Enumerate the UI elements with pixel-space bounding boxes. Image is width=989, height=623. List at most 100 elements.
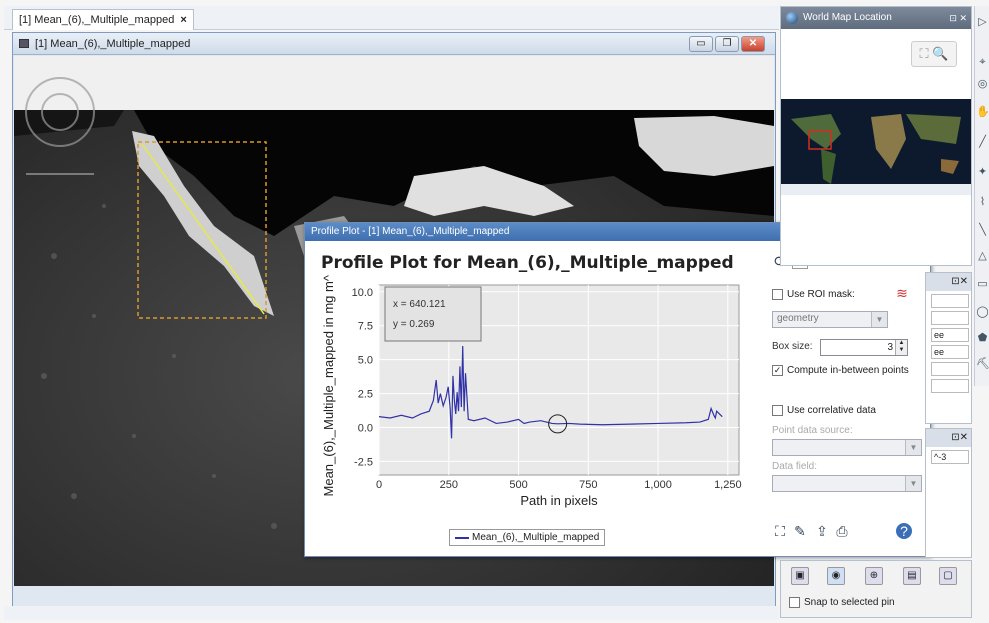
tooltip-x-value: x = 640.121 — [393, 299, 446, 310]
y-tick-label: 0.0 — [358, 423, 373, 435]
current-view-marker — [808, 130, 832, 150]
plot-controls-panel: ⟳ ▦ » Use ROI mask: ≋ geometry ▼ Box siz… — [770, 253, 930, 555]
series-line[interactable] — [378, 346, 723, 439]
x-tick-label: 250 — [440, 479, 458, 491]
panel-field[interactable] — [931, 379, 969, 393]
export-icon[interactable]: ⇪ — [816, 523, 828, 539]
editor-tab-strip: [1] Mean_(6),_Multiple_mapped × — [4, 6, 779, 30]
snap-to-selected-pin-checkbox[interactable]: Snap to selected pin — [789, 597, 895, 608]
profile-plot-window: Profile Plot - [1] Mean_(6),_Multiple_ma… — [304, 222, 931, 557]
y-tick-label: 7.5 — [358, 321, 373, 333]
profile-chart[interactable]: 0 250 500 750 1,000 1,250 10.0 7.5 5.0 2.5 0.0 -2.5… — [305, 264, 765, 555]
x-tick-label: 1,250 — [714, 479, 742, 491]
line-tool-icon[interactable]: ╱ — [979, 136, 986, 148]
zoom-all-icon[interactable]: ⛶ — [775, 523, 785, 539]
pin-place-icon[interactable]: ◉ — [827, 567, 845, 585]
right-panel-upper-controls[interactable]: ⊡✕ — [926, 273, 971, 291]
right-panel-lower: ⊡✕ ^-3 — [925, 428, 972, 558]
editor-tab[interactable]: [1] Mean_(6),_Multiple_mapped × — [12, 9, 194, 30]
editor-tab-label: [1] Mean_(6),_Multiple_mapped — [19, 14, 175, 26]
magic-wand-tool-icon[interactable]: ⛏ — [976, 358, 989, 370]
panel-field[interactable]: ^-3 — [931, 450, 969, 464]
panel-field[interactable] — [931, 362, 969, 376]
world-map-titlebar: World Map Location ⊡ ✕ — [781, 7, 971, 29]
right-panel-upper: ⊡✕ ee ee — [925, 272, 972, 424]
range-tool-icon[interactable]: ◎ — [977, 78, 988, 90]
x-tick-label: 1,000 — [644, 479, 672, 491]
minimize-button[interactable]: ▭ — [689, 36, 713, 52]
tool-strip: ▷ ⌖ ◎ ✋ ╱ ✦ ⌇ ╲ △ ▭ ◯ ⬟ ⛏ — [974, 6, 989, 386]
pin-export-icon[interactable]: ▤ — [903, 567, 921, 585]
x-axis-label: Path in pixels — [520, 493, 598, 508]
panel-field[interactable] — [931, 294, 969, 308]
pin-tool-icon[interactable]: ⌖ — [979, 56, 986, 68]
world-map-window-controls[interactable]: ⊡ ✕ — [949, 13, 967, 23]
box-size-spinner[interactable]: 3 ▲ ▼ — [820, 339, 908, 356]
help-icon[interactable]: ? — [896, 523, 912, 539]
panel-field[interactable]: ee — [931, 328, 969, 342]
measure-tool-icon[interactable]: ⌇ — [979, 196, 986, 208]
box-size-label: Box size: — [772, 341, 813, 352]
panel-field[interactable]: ee — [931, 345, 969, 359]
x-tick-label: 500 — [509, 479, 527, 491]
point-data-source-label: Point data source: — [772, 425, 853, 436]
right-panel-lower-controls[interactable]: ⊡✕ — [926, 429, 971, 447]
value-tooltip — [384, 286, 482, 342]
spinner-arrows-icon[interactable]: ▲ ▼ — [895, 340, 907, 355]
polygon-tool-icon[interactable]: △ — [978, 250, 987, 262]
select-tool-icon[interactable]: ▷ — [978, 16, 987, 28]
use-correlative-data-checkbox[interactable]: Use correlative data — [772, 405, 876, 416]
cursor-marker — [548, 414, 568, 434]
rectangle-tool-icon[interactable]: ▭ — [977, 278, 988, 290]
pin-target-icon[interactable]: ⊕ — [865, 567, 883, 585]
navigation-compass-icon[interactable] — [25, 77, 95, 175]
compute-in-between-checkbox[interactable]: ✓ Compute in-between points — [772, 365, 909, 376]
status-bar — [4, 606, 779, 620]
y-tick-label: 2.5 — [358, 389, 373, 401]
pin-manager-bar: ▣ ◉ ⊕ ▤ ▢ Snap to selected pin — [780, 560, 972, 618]
chevron-down-icon: ▼ — [871, 312, 887, 327]
profile-plot-titlebar-text: Profile Plot - [1] Mean_(6),_Multiple_ma… — [311, 226, 510, 237]
roi-mask-icon[interactable]: ≋ — [896, 285, 908, 301]
polyline-tool-icon[interactable]: ✦ — [977, 166, 988, 178]
panel-field[interactable] — [931, 311, 969, 325]
data-field-dropdown[interactable]: ▼ — [772, 475, 922, 492]
use-roi-mask-checkbox[interactable]: Use ROI mask: — [772, 289, 855, 300]
close-button[interactable]: ✕ — [741, 36, 765, 52]
plot-title: Profile Plot for Mean_(6),_Multiple_mapp… — [321, 253, 734, 273]
x-tick-label: 750 — [579, 479, 597, 491]
y-tick-label: 10.0 — [352, 287, 373, 299]
y-tick-label: 5.0 — [358, 355, 373, 367]
roi-rectangle[interactable] — [137, 141, 267, 319]
draw-line-tool-icon[interactable]: ╲ — [979, 224, 986, 236]
shape-tool-icon[interactable]: ⬟ — [977, 332, 988, 344]
data-field-label: Data field: — [772, 461, 818, 472]
world-map-view[interactable] — [781, 99, 971, 195]
editor-tab-close-icon[interactable]: × — [180, 14, 187, 26]
globe-icon — [786, 12, 798, 24]
maximize-button[interactable]: ❐ — [715, 36, 739, 52]
chevron-down-icon: ▼ — [905, 476, 921, 491]
chevron-down-icon: ▼ — [905, 440, 921, 455]
y-axis-label: Mean_(6),_Multiple_mapped in mg m^-3 — [321, 275, 336, 496]
world-map-panel: World Map Location ⊡ ✕ ⛶ 🔍 — [780, 6, 972, 266]
legend-label: Mean_(6),_Multiple_mapped — [472, 532, 600, 543]
pin-view-icon[interactable]: ▣ — [791, 567, 809, 585]
image-view-icon — [19, 39, 29, 48]
edit-icon[interactable]: ✎ — [794, 523, 806, 539]
legend-swatch — [455, 536, 469, 539]
refresh-icon[interactable]: ⟳ — [772, 253, 788, 269]
point-data-source-dropdown[interactable]: ▼ — [772, 439, 922, 456]
pin-clear-icon[interactable]: ▢ — [939, 567, 957, 585]
world-map-zoom-controls[interactable]: ⛶ 🔍 — [911, 41, 957, 67]
y-tick-label: -2.5 — [354, 456, 373, 468]
profile-path-line[interactable] — [141, 143, 265, 315]
world-map-title: World Map Location — [803, 12, 892, 23]
image-window-title: [1] Mean_(6),_Multiple_mapped — [35, 37, 191, 50]
chart-legend: Mean_(6),_Multiple_mapped — [449, 529, 606, 546]
image-window-titlebar: [1] Mean_(6),_Multiple_mapped — [13, 33, 775, 55]
roi-mask-dropdown[interactable]: geometry ▼ — [772, 311, 888, 328]
pan-tool-icon[interactable]: ✋ — [976, 106, 989, 118]
print-icon[interactable]: ⎙ — [836, 523, 848, 539]
ellipse-tool-icon[interactable]: ◯ — [976, 306, 989, 318]
